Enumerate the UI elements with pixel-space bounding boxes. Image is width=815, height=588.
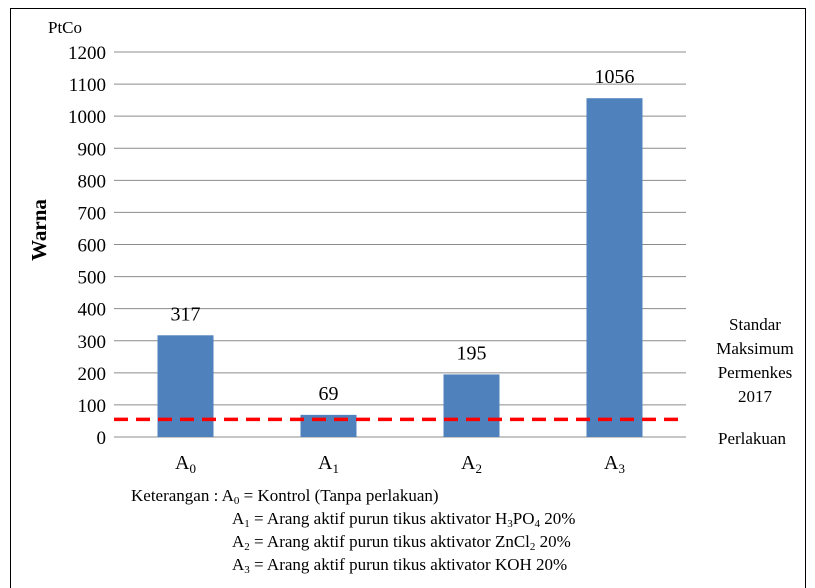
- x-category-label: A0: [175, 452, 196, 476]
- legend-code-subscript: 1: [244, 518, 250, 530]
- y-tick-label: 600: [78, 236, 107, 257]
- category-base: A: [175, 452, 190, 474]
- legend-text: PO: [512, 509, 535, 528]
- figure-frame: [10, 8, 806, 588]
- reference-line-label: Standar Maksimum Permenkes 2017: [716, 315, 793, 406]
- legend-text: = Arang aktif purun tikus aktivator ZnCl: [249, 532, 530, 551]
- legend-text: 20%: [539, 509, 576, 528]
- legend-prefix: Keterangan :: [131, 486, 222, 505]
- data-labels: 317 69 195 1056: [171, 66, 635, 405]
- y-tick-label: 200: [78, 364, 107, 385]
- data-label: 1056: [595, 66, 635, 88]
- category-base: A: [604, 452, 619, 474]
- x-axis-title: Perlakuan: [718, 429, 786, 448]
- legend-code: A: [232, 555, 245, 574]
- y-tick-label: 1200: [68, 43, 106, 64]
- legend-code-subscript: 3: [244, 564, 250, 576]
- reference-label-line: Standar: [729, 315, 781, 334]
- legend-row: Keterangan : A0 = Kontrol (Tanpa perlaku…: [131, 484, 575, 507]
- category-subscript: 0: [189, 461, 196, 476]
- y-axis-title: Warna: [27, 199, 51, 261]
- legend-text: = Kontrol (Tanpa perlakuan): [239, 486, 439, 505]
- bar: [443, 374, 500, 437]
- y-tick-label: 1100: [69, 75, 106, 96]
- legend-row: A3 = Arang aktif purun tikus aktivator K…: [131, 553, 575, 576]
- x-category-label: A2: [461, 452, 482, 476]
- y-tick-label: 1000: [68, 107, 106, 128]
- reference-label-line: Maksimum: [716, 339, 793, 358]
- data-label: 195: [457, 342, 487, 364]
- y-tick-label: 800: [78, 171, 107, 192]
- data-label: 69: [319, 383, 339, 405]
- y-tick-labels: 0 100 200 300 400 500 600 700 800 900 1000 1100 1200: [68, 43, 106, 449]
- legend-block: Keterangan : A0 = Kontrol (Tanpa perlaku…: [131, 484, 575, 576]
- legend-code: A: [221, 486, 234, 505]
- bar: [300, 414, 357, 437]
- category-subscript: 2: [475, 461, 482, 476]
- legend-code: A: [232, 509, 245, 528]
- y-tick-label: 300: [78, 332, 107, 353]
- legend-code-subscript: 2: [244, 541, 250, 553]
- legend-subscript: 3: [507, 518, 513, 530]
- category-base: A: [461, 452, 476, 474]
- unit-label: PtCo: [48, 18, 82, 37]
- data-label: 317: [171, 303, 201, 325]
- reference-label-line: 2017: [738, 387, 773, 406]
- y-tick-label: 0: [97, 428, 107, 449]
- y-tick-label: 100: [78, 396, 107, 417]
- y-tick-label: 900: [78, 139, 107, 160]
- reference-label-line: Permenkes: [718, 363, 793, 382]
- x-category-label: A1: [318, 452, 339, 476]
- legend-row: A2 = Arang aktif purun tikus aktivator Z…: [131, 530, 575, 553]
- legend-subscript: 2: [529, 541, 536, 553]
- gridlines: [114, 51, 686, 438]
- legend-text: = Arang aktif purun tikus aktivator H: [249, 509, 508, 528]
- category-subscript: 3: [618, 461, 625, 476]
- y-tick-label: 500: [78, 268, 107, 289]
- bars: [157, 98, 643, 437]
- legend-row: A1 = Arang aktif purun tikus aktivator H…: [131, 507, 575, 530]
- category-base: A: [318, 452, 333, 474]
- y-tick-label: 400: [78, 300, 107, 321]
- bar: [586, 98, 643, 437]
- bar: [157, 335, 214, 437]
- x-category-labels: A0 A1 A2 A3: [175, 452, 625, 476]
- legend-subscript: 4: [534, 518, 540, 530]
- y-tick-label: 700: [78, 203, 107, 224]
- legend-text: 20%: [535, 532, 571, 551]
- legend-code-subscript: 0: [233, 495, 240, 507]
- category-subscript: 1: [332, 461, 339, 476]
- legend-code: A: [232, 532, 245, 551]
- x-category-label: A3: [604, 452, 625, 476]
- legend-text: = Arang aktif purun tikus aktivator KOH …: [249, 555, 568, 574]
